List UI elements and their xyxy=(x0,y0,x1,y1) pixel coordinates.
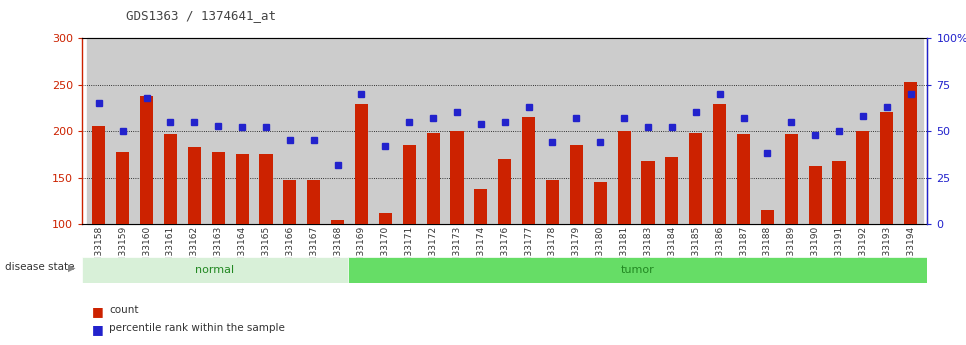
Bar xyxy=(856,131,869,317)
Text: normal: normal xyxy=(195,265,235,275)
Bar xyxy=(379,213,392,317)
Text: ■: ■ xyxy=(92,323,103,336)
Bar xyxy=(713,104,726,317)
Bar xyxy=(82,257,348,283)
Text: tumor: tumor xyxy=(621,265,654,275)
Bar xyxy=(331,220,344,317)
Bar xyxy=(761,210,774,317)
Bar xyxy=(737,134,750,317)
Bar xyxy=(93,126,105,317)
Bar xyxy=(230,38,254,224)
Text: percentile rank within the sample: percentile rank within the sample xyxy=(109,323,285,333)
Bar xyxy=(684,38,708,224)
Bar xyxy=(617,131,631,317)
Bar xyxy=(689,133,702,317)
Bar xyxy=(898,38,923,224)
Bar xyxy=(278,38,301,224)
Bar xyxy=(350,38,374,224)
Bar xyxy=(260,155,272,317)
Bar xyxy=(803,38,827,224)
Bar xyxy=(708,38,731,224)
Bar xyxy=(187,147,201,317)
Text: ▶: ▶ xyxy=(68,263,75,272)
Bar xyxy=(183,38,207,224)
Bar xyxy=(236,155,248,317)
Bar xyxy=(164,134,177,317)
Bar xyxy=(570,145,582,317)
Bar xyxy=(833,161,845,317)
Bar xyxy=(427,133,440,317)
Bar xyxy=(207,38,230,224)
Bar xyxy=(522,117,535,317)
Bar xyxy=(498,159,511,317)
Bar xyxy=(594,182,607,317)
Bar xyxy=(541,38,564,224)
Text: GDS1363 / 1374641_at: GDS1363 / 1374641_at xyxy=(126,9,275,22)
Bar xyxy=(355,104,368,317)
Bar xyxy=(827,38,851,224)
Bar xyxy=(283,179,297,317)
Bar xyxy=(158,38,183,224)
Bar xyxy=(374,38,397,224)
Bar xyxy=(469,38,493,224)
Text: ■: ■ xyxy=(92,305,103,318)
Bar xyxy=(403,145,415,317)
Text: disease state: disease state xyxy=(5,263,74,272)
Bar xyxy=(809,167,822,317)
Bar xyxy=(904,82,917,317)
Text: count: count xyxy=(109,305,139,315)
Bar xyxy=(397,38,421,224)
Bar xyxy=(254,38,278,224)
Bar xyxy=(641,161,655,317)
Bar xyxy=(517,38,541,224)
Bar xyxy=(780,38,803,224)
Bar xyxy=(731,38,755,224)
Bar xyxy=(140,96,154,317)
Bar xyxy=(445,38,469,224)
Bar xyxy=(588,38,612,224)
Bar xyxy=(493,38,517,224)
Bar xyxy=(851,38,875,224)
Bar xyxy=(636,38,660,224)
Bar xyxy=(666,157,678,317)
Bar xyxy=(111,38,134,224)
Bar xyxy=(474,189,488,317)
Bar xyxy=(326,38,350,224)
Bar xyxy=(450,131,464,317)
Bar xyxy=(301,38,326,224)
Bar xyxy=(880,112,894,317)
Bar xyxy=(348,257,927,283)
Bar xyxy=(134,38,158,224)
Bar xyxy=(660,38,684,224)
Bar xyxy=(421,38,445,224)
Bar xyxy=(612,38,636,224)
Bar xyxy=(116,151,129,317)
Bar xyxy=(564,38,588,224)
Bar xyxy=(755,38,780,224)
Bar xyxy=(546,179,559,317)
Bar xyxy=(875,38,898,224)
Bar xyxy=(87,38,111,224)
Bar xyxy=(784,134,798,317)
Bar xyxy=(307,179,321,317)
Bar xyxy=(212,151,225,317)
